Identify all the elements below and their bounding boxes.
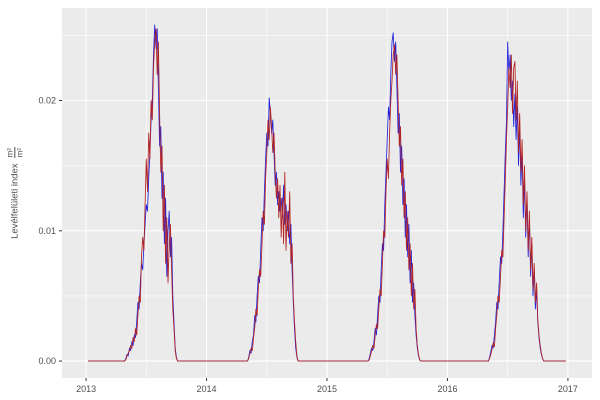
y-axis-label: Levélfelületi index m² m²	[5, 147, 25, 239]
x-tick-label: 2015	[317, 384, 337, 394]
y-axis-label-fraction: m² m²	[5, 147, 25, 159]
axis-ticks	[59, 100, 569, 381]
y-tick-label: 0.01	[38, 226, 56, 236]
y-axis-fraction-denominator: m²	[15, 148, 25, 158]
x-tick-label: 2014	[197, 384, 217, 394]
major-gridlines	[62, 8, 592, 378]
y-tick-label: 0.00	[38, 356, 56, 366]
y-tick-label: 0.02	[38, 96, 56, 106]
y-axis-label-text: Levélfelületi index	[9, 163, 21, 239]
axis-tick-labels: 0.00 0.01 0.02 2013 2014 2015 2016 2017	[38, 96, 577, 395]
data-series	[88, 24, 566, 362]
x-tick-label: 2016	[437, 384, 457, 394]
series-line-darkred	[88, 28, 566, 362]
y-axis-fraction-numerator: m²	[5, 147, 16, 159]
x-tick-label: 2017	[558, 384, 578, 394]
x-tick-label: 2013	[76, 384, 96, 394]
